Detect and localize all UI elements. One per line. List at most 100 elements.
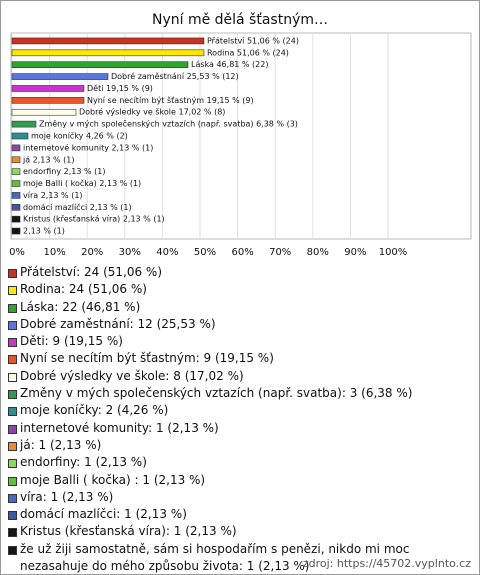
legend-label: že už žiji samostatně, sám si hospodařím… [20,541,410,574]
bar [11,203,21,211]
legend-item: Láska: 22 (46,81 %) [7,299,469,316]
x-tick-label: 50% [194,247,216,258]
x-tick-label: 20% [81,247,103,258]
bar [11,168,21,175]
legend-label: Dobré výsledky ve škole: 8 (17,02 %) [20,368,244,383]
legend-swatch [8,407,17,417]
legend-swatch [8,528,17,538]
bar [11,85,85,92]
legend-item: internetové komunity: 1 (2,13 %) [7,420,469,437]
bar-label: moje koníčky 4,26 % (2) [31,131,128,141]
legend-swatch [8,441,17,451]
legend-label: Změny v mých společenských vztazích (nap… [20,386,413,401]
legend-item: Děti: 9 (19,15 %) [7,333,469,350]
legend-swatch [8,511,17,521]
bar-label: Láska 46,81 % (22) [191,60,268,69]
legend-item: Rodina: 24 (51,06 %) [7,281,469,298]
bar-label: domácí mazlíčci 2,13 % (1) [23,202,132,212]
legend-item: Nyní se necítím být šťastným: 9 (19,15 %… [7,350,469,367]
legend-label: Láska: 22 (46,81 %) [20,299,141,314]
bar [11,144,21,152]
legend-item: víra: 1 (2,13 %) [7,489,469,506]
legend-item: Dobré zaměstnání: 12 (25,53 %) [7,316,469,333]
legend-item: já: 1 (2,13 %) [7,437,469,454]
x-tick-label: 90% [344,247,366,258]
legend-label: moje koníčky: 2 (4,26 %) [20,403,169,418]
x-tick-label: 100% [379,247,408,258]
bar [11,73,109,80]
chart: Nyní mě dělá šťastným… 0% 10% 20% 30% 40% 50%… [9,12,472,258]
legend-item: endorfiny: 1 (2,13 %) [7,454,469,471]
legend-label: moje Balli ( kočka) : 1 (2,13 %) [20,472,206,487]
bar [11,37,205,45]
bar-label: 2,13 % (1) [23,227,65,236]
legend-item: Dobré výsledky ve škole: 8 (17,02 %) [7,368,469,385]
x-tick-label: 70% [269,247,291,258]
legend-label: internetové komunity: 1 (2,13 %) [20,420,219,435]
legend-swatch [8,476,17,486]
bar [11,49,205,57]
legend-item: Změny v mých společenských vztazích (nap… [7,385,469,402]
legend-swatch [8,269,17,278]
legend-swatch [8,493,17,503]
x-tick-label: 30% [119,247,141,258]
bar [11,132,29,140]
bar [11,156,21,164]
bar-label: Děti 19,15 % (9) [87,84,153,93]
chart-title: Nyní mě dělá šťastným… [152,12,328,28]
bar [11,97,85,104]
bar [11,61,189,69]
legend-item: Přátelství: 24 (51,06 %) [7,264,469,281]
legend-swatch [8,424,17,434]
legend-swatch [8,545,17,555]
bar [11,215,21,223]
legend-swatch [8,355,17,365]
bar-label: Rodina 51,06 % (24) [207,48,289,57]
legend-swatch [8,459,17,469]
legend-label: endorfiny: 1 (2,13 %) [20,455,147,470]
legend-item: domácí mazlíčci: 1 (2,13 %) [7,506,469,523]
legend: Přátelství: 24 (51,06 %) Rodina: 24 (51,0… [7,264,469,574]
legend-swatch [8,372,17,382]
legend-label: domácí mazlíčci: 1 (2,13 %) [20,507,187,522]
legend-item: moje koníčky: 2 (4,26 %) [7,402,469,419]
bar-label: Změny v mých společenských vztazích (nap… [39,119,298,129]
bar-label: já 2,13 % (1) [22,155,75,164]
bar [11,108,77,116]
legend-label: Dobré zaměstnání: 12 (25,53 %) [20,316,216,331]
legend-item: že už žiji samostatně, sám si hospodařím… [7,541,469,574]
bar [11,180,21,187]
bar [11,120,37,128]
legend-swatch [8,390,17,400]
source: zdroj: https://45702.vyplnto.cz [302,557,471,570]
x-tick-label: 40% [156,247,178,258]
plot-frame [10,32,472,240]
bar-label: Dobré výsledky ve škole 17,02 % (8) [79,107,225,117]
legend-swatch [8,338,17,348]
legend-label: Děti: 9 (19,15 %) [20,334,123,349]
x-tick-label: 60% [231,247,253,258]
bar-label: Dobré zaměstnání 25,53 % (12) [111,71,239,81]
bar-label: Kristus (křesťanská víra) 2,13 % (1) [23,215,165,224]
bar-label: Nyní se necítím být šťastným 19,15 % (9) [87,95,254,105]
bar [11,192,21,199]
legend-item: Kristus (křesťanská víra): 1 (2,13 %) [7,523,469,540]
bar-label: Přátelství 51,06 % (24) [207,36,299,45]
bar-label: endorfiny 2,13 % (1) [23,167,105,176]
legend-label: Kristus (křesťanská víra): 1 (2,13 %) [20,524,237,539]
legend-swatch [8,286,17,296]
legend-label: Nyní se necítím být šťastným: 9 (19,15 %… [20,351,274,366]
legend-swatch [8,320,17,330]
x-tick-label: 0% [9,247,25,258]
legend-label: já: 1 (2,13 %) [20,437,102,452]
legend-swatch [8,303,17,313]
bar-label: internetové komunity 2,13 % (1) [23,142,153,152]
legend-label: víra: 1 (2,13 %) [20,489,114,504]
x-tick-label: 10% [43,247,65,258]
legend-label: Rodina: 24 (51,06 %) [20,282,147,297]
legend-item: moje Balli ( kočka) : 1 (2,13 %) [7,472,469,489]
x-tick-label: 80% [307,247,329,258]
bar-label: moje Balli ( kočka) 2,13 % (1) [23,178,141,188]
legend-label: Přátelství: 24 (51,06 %) [20,265,163,279]
